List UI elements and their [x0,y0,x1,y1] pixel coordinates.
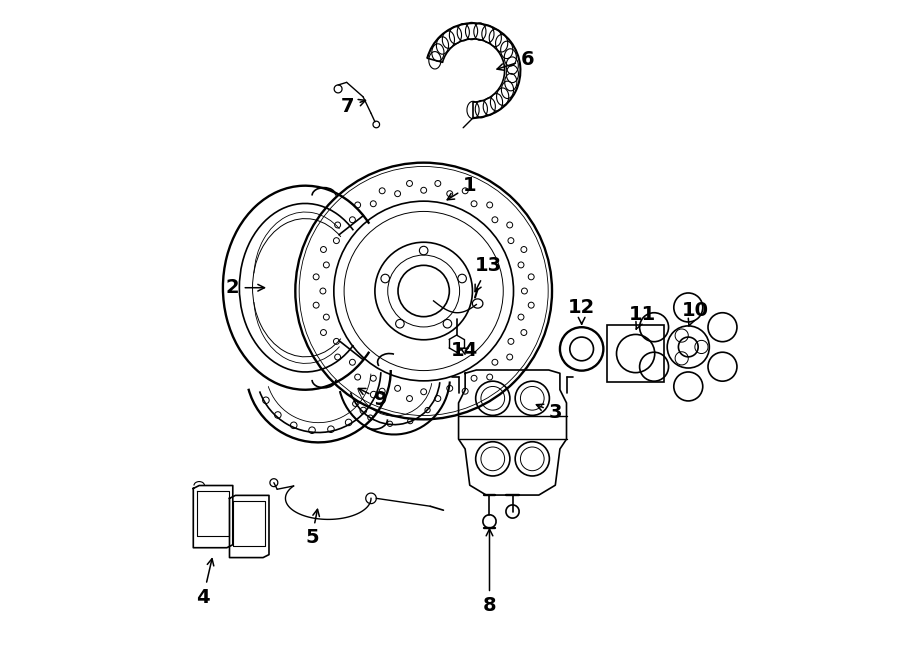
Text: 13: 13 [474,256,501,292]
Text: 2: 2 [226,278,265,297]
Text: 14: 14 [451,341,478,360]
Bar [608,325,664,382]
Text: 1: 1 [447,176,477,200]
Text: 11: 11 [629,305,656,329]
Text: 10: 10 [681,301,708,326]
Text: 7: 7 [341,97,365,116]
Text: 12: 12 [568,298,595,324]
Text: 3: 3 [536,403,562,422]
Text: 9: 9 [358,389,388,409]
Text: 6: 6 [497,50,535,70]
Text: 5: 5 [305,510,320,547]
Text: 8: 8 [482,529,496,615]
Text: 4: 4 [196,559,214,607]
